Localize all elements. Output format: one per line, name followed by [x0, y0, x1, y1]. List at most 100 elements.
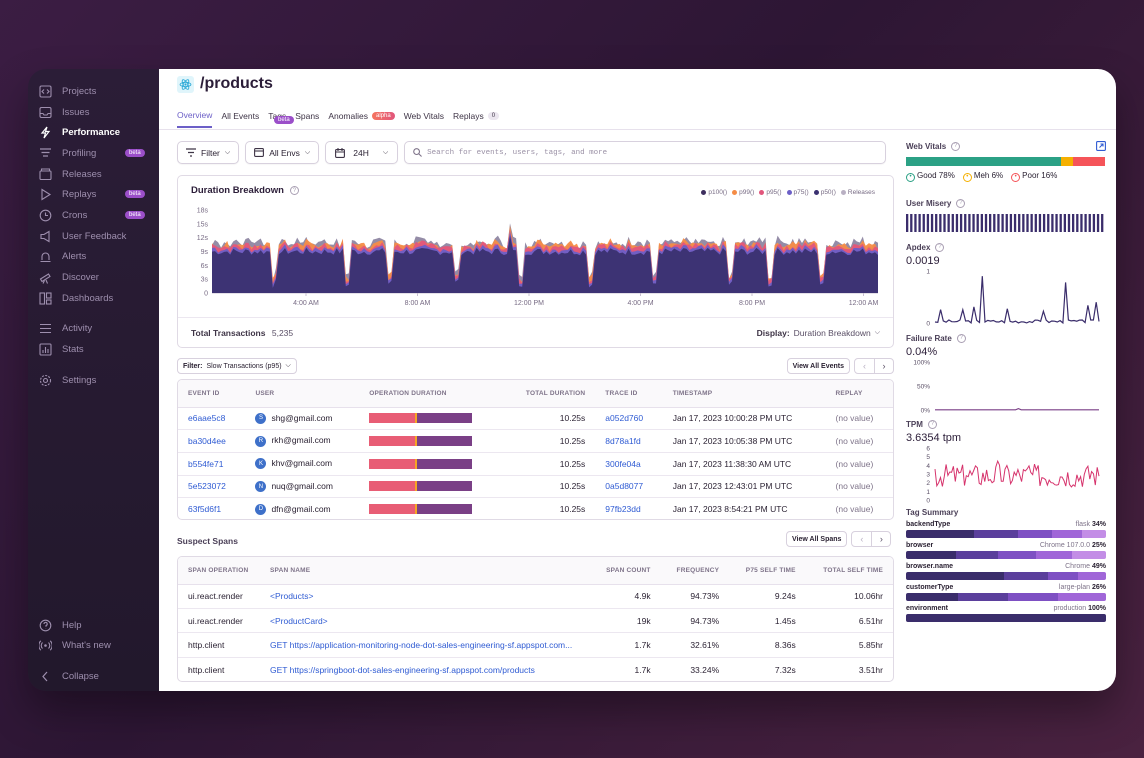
tag-segment[interactable]	[1052, 529, 1082, 538]
tag-segment[interactable]	[906, 550, 956, 559]
sidebar-item-help[interactable]: Help	[28, 615, 159, 636]
tag-segment[interactable]	[1036, 550, 1072, 559]
tag-segment[interactable]	[1058, 592, 1106, 601]
help-icon[interactable]: ?	[935, 242, 945, 252]
legend-item[interactable]: p95()	[759, 189, 782, 196]
next-page-button[interactable]: ›	[871, 532, 890, 546]
legend-item[interactable]: Releases	[840, 189, 875, 196]
column-header[interactable]: USER	[245, 380, 360, 408]
column-header[interactable]: SPAN NAME	[260, 557, 590, 585]
event-id-link[interactable]: 63f5d6f1	[188, 504, 222, 515]
sidebar-item-what-s-new[interactable]: What's new	[28, 636, 159, 657]
tag-segment[interactable]	[1078, 571, 1106, 580]
column-header[interactable]: P75 SELF TIME	[729, 557, 806, 585]
tab-overview[interactable]: Overview	[177, 110, 213, 128]
column-header[interactable]: SPAN OPERATION	[178, 557, 260, 585]
tag-segment[interactable]	[1018, 529, 1052, 538]
event-id-link[interactable]: e6aae5c8	[178, 407, 246, 431]
tag-segment[interactable]	[1048, 571, 1078, 580]
trace-id-link[interactable]: a052d760	[595, 407, 663, 431]
column-header[interactable]: TOTAL SELF TIME	[805, 557, 893, 585]
tag-segment[interactable]	[1008, 592, 1058, 601]
sidebar-item-discover[interactable]: Discover	[28, 267, 159, 288]
sidebar-item-crons[interactable]: Crons beta	[28, 205, 159, 226]
transaction-filter-select[interactable]: Filter: Slow Transactions (p95) ⌵	[177, 358, 297, 374]
tag-row[interactable]: backendType flask 34%	[906, 521, 1106, 538]
event-id-link[interactable]: ba30d4ee	[178, 429, 246, 453]
sidebar-item-collapse[interactable]: Collapse	[28, 666, 159, 687]
tag-segment[interactable]	[974, 529, 1018, 538]
column-header[interactable]: OPERATION DURATION	[359, 380, 503, 408]
tag-segment[interactable]	[1072, 550, 1106, 559]
sidebar-item-issues[interactable]: Issues	[28, 102, 159, 123]
tag-row[interactable]: browser Chrome 107.0.0 25%	[906, 542, 1106, 559]
tag-segment[interactable]	[906, 571, 1004, 580]
table-row[interactable]: ui.react.render <Products> 4.9k 94.73% 9.24s…	[178, 584, 893, 609]
help-icon[interactable]: ?	[956, 198, 966, 208]
tag-row[interactable]: customerType large-plan 26%	[906, 584, 1106, 601]
span-name-link[interactable]: <ProductCard>	[260, 608, 590, 634]
column-header[interactable]: REPLAY	[825, 380, 893, 408]
tab-spans[interactable]: Spans	[295, 110, 319, 128]
event-id-link[interactable]: 5e523072	[178, 475, 246, 499]
view-all-events-button[interactable]: View All Events	[786, 358, 850, 374]
time-period-select[interactable]: 24H ⌵	[325, 141, 399, 164]
column-header[interactable]: SPAN COUNT	[590, 557, 661, 585]
view-all-spans-button[interactable]: View All Spans	[786, 531, 848, 547]
span-name-link[interactable]: GET https://application-monitoring-node-…	[260, 632, 590, 658]
trace-id-link[interactable]: 97fb23dd	[605, 504, 641, 515]
trace-id-link[interactable]: 300fe04a	[595, 452, 663, 476]
sidebar-item-performance[interactable]: Performance	[28, 122, 159, 143]
column-header[interactable]: TIMESTAMP	[662, 380, 826, 408]
tag-segment[interactable]	[906, 613, 1106, 622]
filter-button[interactable]: Filter ⌵	[177, 141, 240, 164]
span-name-link[interactable]: GET https://springboot-dot-sales-enginee…	[270, 664, 535, 675]
help-icon[interactable]: ?	[289, 186, 299, 195]
span-name-link[interactable]: <Products>	[260, 584, 590, 609]
sidebar-item-activity[interactable]: Activity	[28, 319, 159, 340]
environment-select[interactable]: All Envs ⌵	[245, 141, 320, 164]
legend-item[interactable]: p99()	[732, 189, 754, 196]
legend-item[interactable]: p100()	[701, 189, 727, 196]
tag-segment[interactable]	[958, 592, 1008, 601]
tag-segment[interactable]	[956, 550, 998, 559]
display-select[interactable]: Display: Duration Breakdown ⌵	[757, 328, 880, 338]
column-header[interactable]: EVENT ID	[178, 380, 246, 408]
table-row[interactable]: ui.react.render <ProductCard> 19k 94.73% 1.4…	[178, 608, 893, 634]
help-icon[interactable]: ?	[951, 141, 961, 151]
trace-id-link[interactable]: 8d78a1fd	[595, 429, 663, 453]
sidebar-item-projects[interactable]: Projects	[28, 81, 159, 102]
tag-row[interactable]: environment production 100%	[906, 605, 1106, 622]
tab-replays[interactable]: Replays 0 beta	[274, 110, 500, 128]
legend-item[interactable]: p75()	[786, 189, 809, 196]
help-icon[interactable]: ?	[956, 333, 966, 343]
search-input[interactable]: Search for events, users, tags, and more	[404, 141, 887, 164]
tag-segment[interactable]	[1004, 571, 1048, 580]
open-in-new-icon[interactable]	[1096, 141, 1106, 151]
sidebar-item-stats[interactable]: Stats	[28, 339, 159, 360]
column-header[interactable]: TRACE ID	[595, 380, 663, 408]
sidebar-item-settings[interactable]: Settings	[28, 370, 159, 391]
column-header[interactable]: TOTAL DURATION	[502, 380, 596, 408]
tab-anomalies[interactable]: Anomalies alpha	[328, 110, 395, 128]
table-row[interactable]: http.client GET https://springboot-dot-sa…	[178, 657, 893, 681]
column-header[interactable]: FREQUENCY	[660, 557, 730, 585]
sidebar-item-dashboards[interactable]: Dashboards	[28, 288, 159, 309]
table-row[interactable]: http.client GET https://application-monit…	[178, 632, 893, 658]
sidebar-item-profiling[interactable]: Profiling beta	[28, 143, 159, 164]
prev-page-button[interactable]: ‹	[863, 361, 866, 371]
tag-segment[interactable]	[906, 592, 958, 601]
tag-segment[interactable]	[906, 529, 974, 538]
trace-id-link[interactable]: 0a5d8077	[595, 475, 663, 499]
tag-row[interactable]: browser.name Chrome 49%	[906, 563, 1106, 580]
tab-web-vitals[interactable]: Web Vitals	[404, 110, 444, 128]
sidebar-item-alerts[interactable]: Alerts	[28, 247, 159, 268]
help-icon[interactable]: ?	[927, 419, 937, 429]
next-page-button[interactable]: ›	[874, 359, 893, 373]
sidebar-item-user-feedback[interactable]: User Feedback	[28, 226, 159, 247]
sidebar-item-replays[interactable]: Replays beta	[28, 184, 159, 205]
